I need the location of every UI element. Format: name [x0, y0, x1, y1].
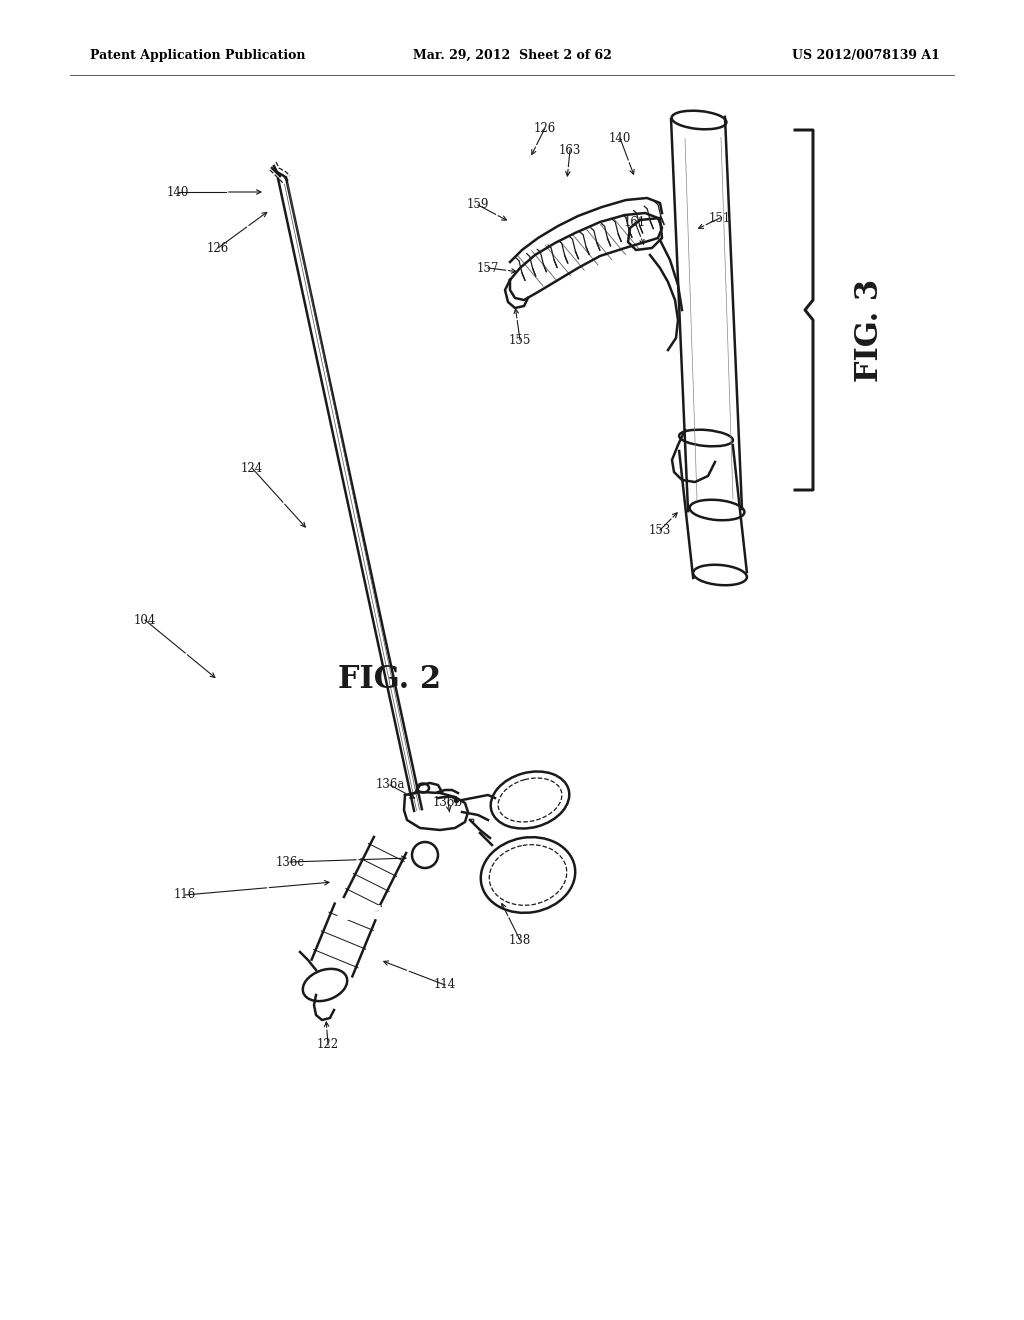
Text: Patent Application Publication: Patent Application Publication: [90, 49, 305, 62]
Text: 136b: 136b: [433, 796, 463, 808]
Text: FIG. 3: FIG. 3: [854, 279, 886, 381]
Text: 116: 116: [174, 888, 197, 902]
Text: 161: 161: [624, 215, 646, 228]
Text: 136c: 136c: [275, 855, 304, 869]
Text: 140: 140: [167, 186, 189, 198]
Text: 124: 124: [241, 462, 263, 474]
Text: 122: 122: [317, 1039, 339, 1052]
Text: 151: 151: [709, 211, 731, 224]
Text: 155: 155: [509, 334, 531, 346]
Text: 126: 126: [207, 242, 229, 255]
Text: 136a: 136a: [376, 779, 404, 792]
Text: 126: 126: [534, 121, 556, 135]
Text: US 2012/0078139 A1: US 2012/0078139 A1: [793, 49, 940, 62]
Text: 153: 153: [649, 524, 671, 536]
Text: 157: 157: [477, 261, 499, 275]
Text: 159: 159: [467, 198, 489, 211]
Text: FIG. 2: FIG. 2: [339, 664, 441, 696]
Text: Mar. 29, 2012  Sheet 2 of 62: Mar. 29, 2012 Sheet 2 of 62: [413, 49, 611, 62]
Text: 114: 114: [434, 978, 456, 991]
Text: 104: 104: [134, 614, 157, 627]
Text: 163: 163: [559, 144, 582, 157]
Text: 138: 138: [509, 933, 531, 946]
Text: 140: 140: [609, 132, 631, 144]
